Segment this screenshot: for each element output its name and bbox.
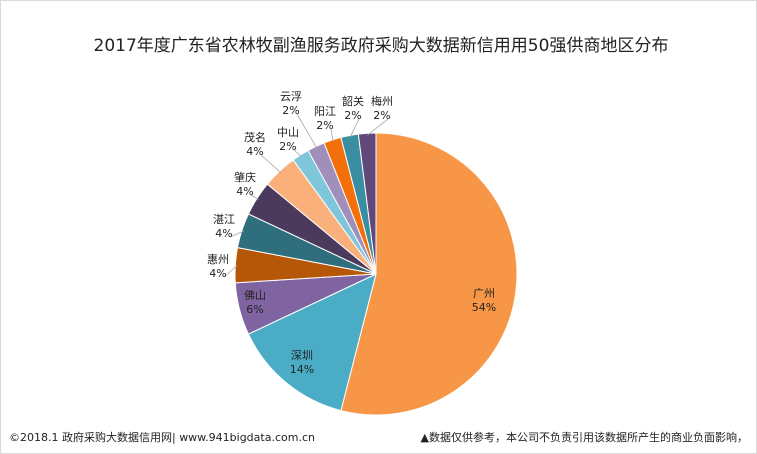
slice-label-name-5: 湛江: [213, 213, 235, 226]
slice-label-pct-8: 2%: [279, 140, 296, 153]
leader-line-6: [250, 194, 259, 200]
slice-label-pct-10: 2%: [316, 119, 333, 132]
slice-label-pct-7: 4%: [246, 145, 263, 158]
slice-label-name-2: 深圳: [291, 349, 313, 362]
slice-label-pct-5: 4%: [215, 227, 232, 240]
slice-label-pct-6: 4%: [236, 185, 253, 198]
slice-label-pct-1: 54%: [472, 301, 496, 314]
slice-label-name-3: 佛山: [244, 289, 266, 302]
pie-slices: [234, 132, 518, 416]
chart-title: 2017年度广东省农林牧副渔服务政府采购大数据新信用用50强供商地区分布: [93, 36, 669, 56]
pie-slice-1: [340, 132, 518, 416]
slice-label-pct-3: 6%: [246, 303, 263, 316]
leader-line-7: [260, 154, 282, 173]
slice-label-name-12: 梅州: [371, 94, 393, 108]
slice-label-pct-9: 2%: [282, 104, 299, 117]
slice-label-name-4: 惠州: [207, 252, 229, 266]
pie-slice-2: [247, 273, 377, 412]
leader-line-5: [229, 230, 244, 238]
slice-label-name-8: 中山: [277, 126, 299, 139]
slice-label-name-10: 阳江: [314, 105, 336, 118]
leader-line-12: [367, 118, 389, 136]
slice-label-name-11: 韶关: [342, 94, 364, 108]
pie-slice-12: [357, 132, 377, 275]
slice-label-pct-11: 2%: [344, 109, 361, 122]
leader-lines: [223, 113, 389, 278]
leader-line-4: [223, 264, 238, 278]
footer-source: ©2018.1 政府采购大数据信用网| www.941bigdata.com.c…: [9, 431, 315, 444]
footer-disclaimer: ▲数据仅供参考，本公司不负责引用该数据所产生的商业负面影响，: [420, 431, 748, 444]
leader-line-10: [330, 128, 334, 142]
slice-label-pct-2: 14%: [290, 363, 314, 376]
slice-label-pct-12: 2%: [373, 109, 390, 122]
slice-label-name-1: 广州: [473, 287, 495, 300]
slice-label-pct-4: 4%: [209, 267, 226, 280]
leader-line-11: [349, 118, 360, 138]
slice-label-name-6: 肇庆: [234, 170, 256, 184]
slice-label-name-7: 茂名: [244, 130, 266, 144]
leader-line-8: [293, 149, 302, 157]
slice-label-name-9: 云浮: [280, 90, 302, 103]
leader-line-9: [296, 113, 318, 149]
